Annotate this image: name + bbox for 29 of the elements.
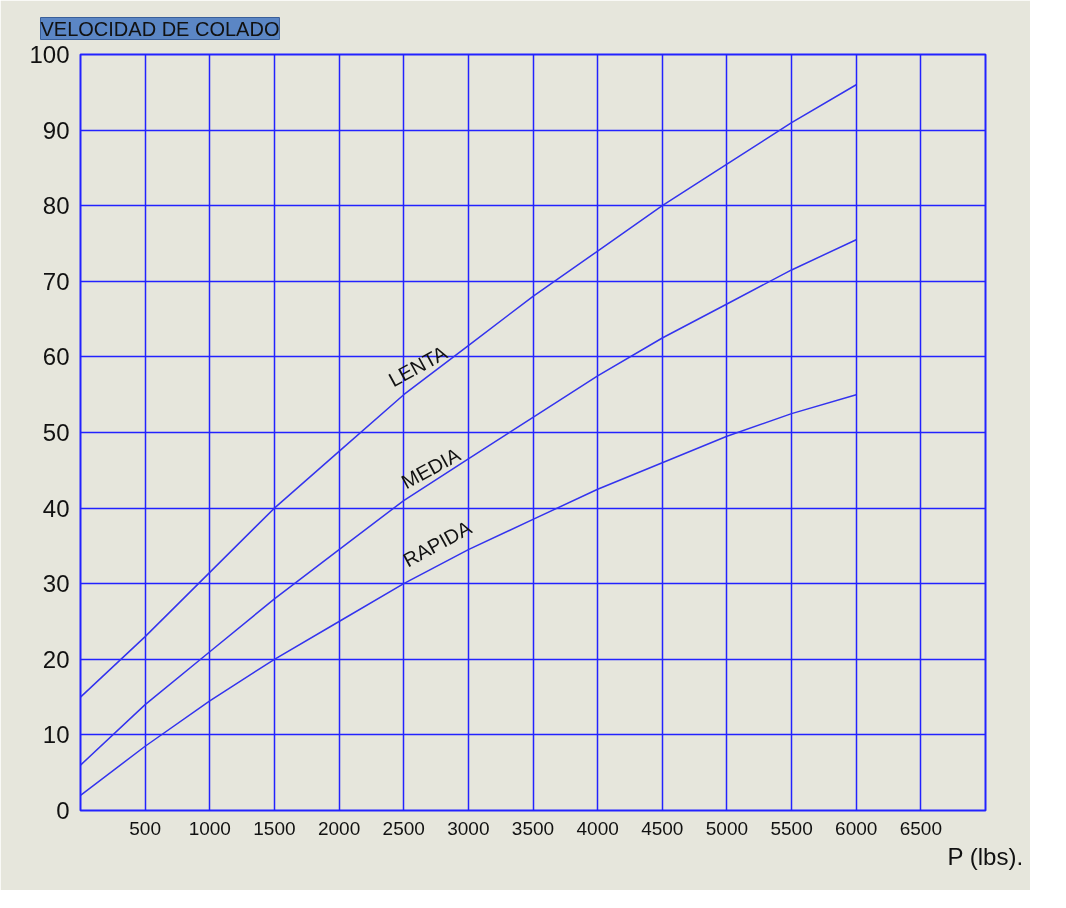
line-series — [80, 238, 857, 766]
x-tick-label: 4000 — [576, 817, 619, 839]
x-tick-label: 5000 — [705, 817, 749, 839]
x-axis-title: P (lbs). — [947, 842, 1024, 870]
x-tick-label: 3500 — [511, 817, 555, 839]
y-tick-label: 0 — [56, 797, 70, 824]
y-tick-label: 90 — [42, 116, 70, 144]
x-tick-label: 4500 — [641, 817, 684, 839]
y-tick-label: 70 — [42, 267, 70, 295]
x-tick-label: 5500 — [770, 817, 813, 839]
y-tick-label: 40 — [42, 494, 70, 522]
x-tick-label: 2500 — [382, 817, 425, 839]
chart-title: VELOCIDAD DE COLADO — [40, 17, 280, 40]
y-tick-label: 50 — [42, 419, 70, 446]
y-tick-label: 30 — [42, 570, 70, 598]
y-tick-label: 60 — [42, 343, 70, 371]
y-tick-label: 80 — [42, 192, 70, 220]
y-tick-label: 20 — [42, 645, 70, 673]
line-series — [80, 83, 857, 698]
x-tick-label: 1500 — [253, 817, 296, 839]
x-tick-label: 6000 — [835, 817, 878, 839]
x-tick-label: 500 — [129, 817, 161, 839]
x-tick-label: 3000 — [447, 817, 490, 839]
line-series — [80, 393, 857, 797]
x-tick-label: 2000 — [317, 817, 361, 839]
y-tick-label: 100 — [29, 41, 70, 68]
y-tick-label: 10 — [42, 721, 70, 749]
x-tick-label: 1000 — [188, 817, 231, 839]
x-tick-label: 6500 — [899, 817, 942, 839]
